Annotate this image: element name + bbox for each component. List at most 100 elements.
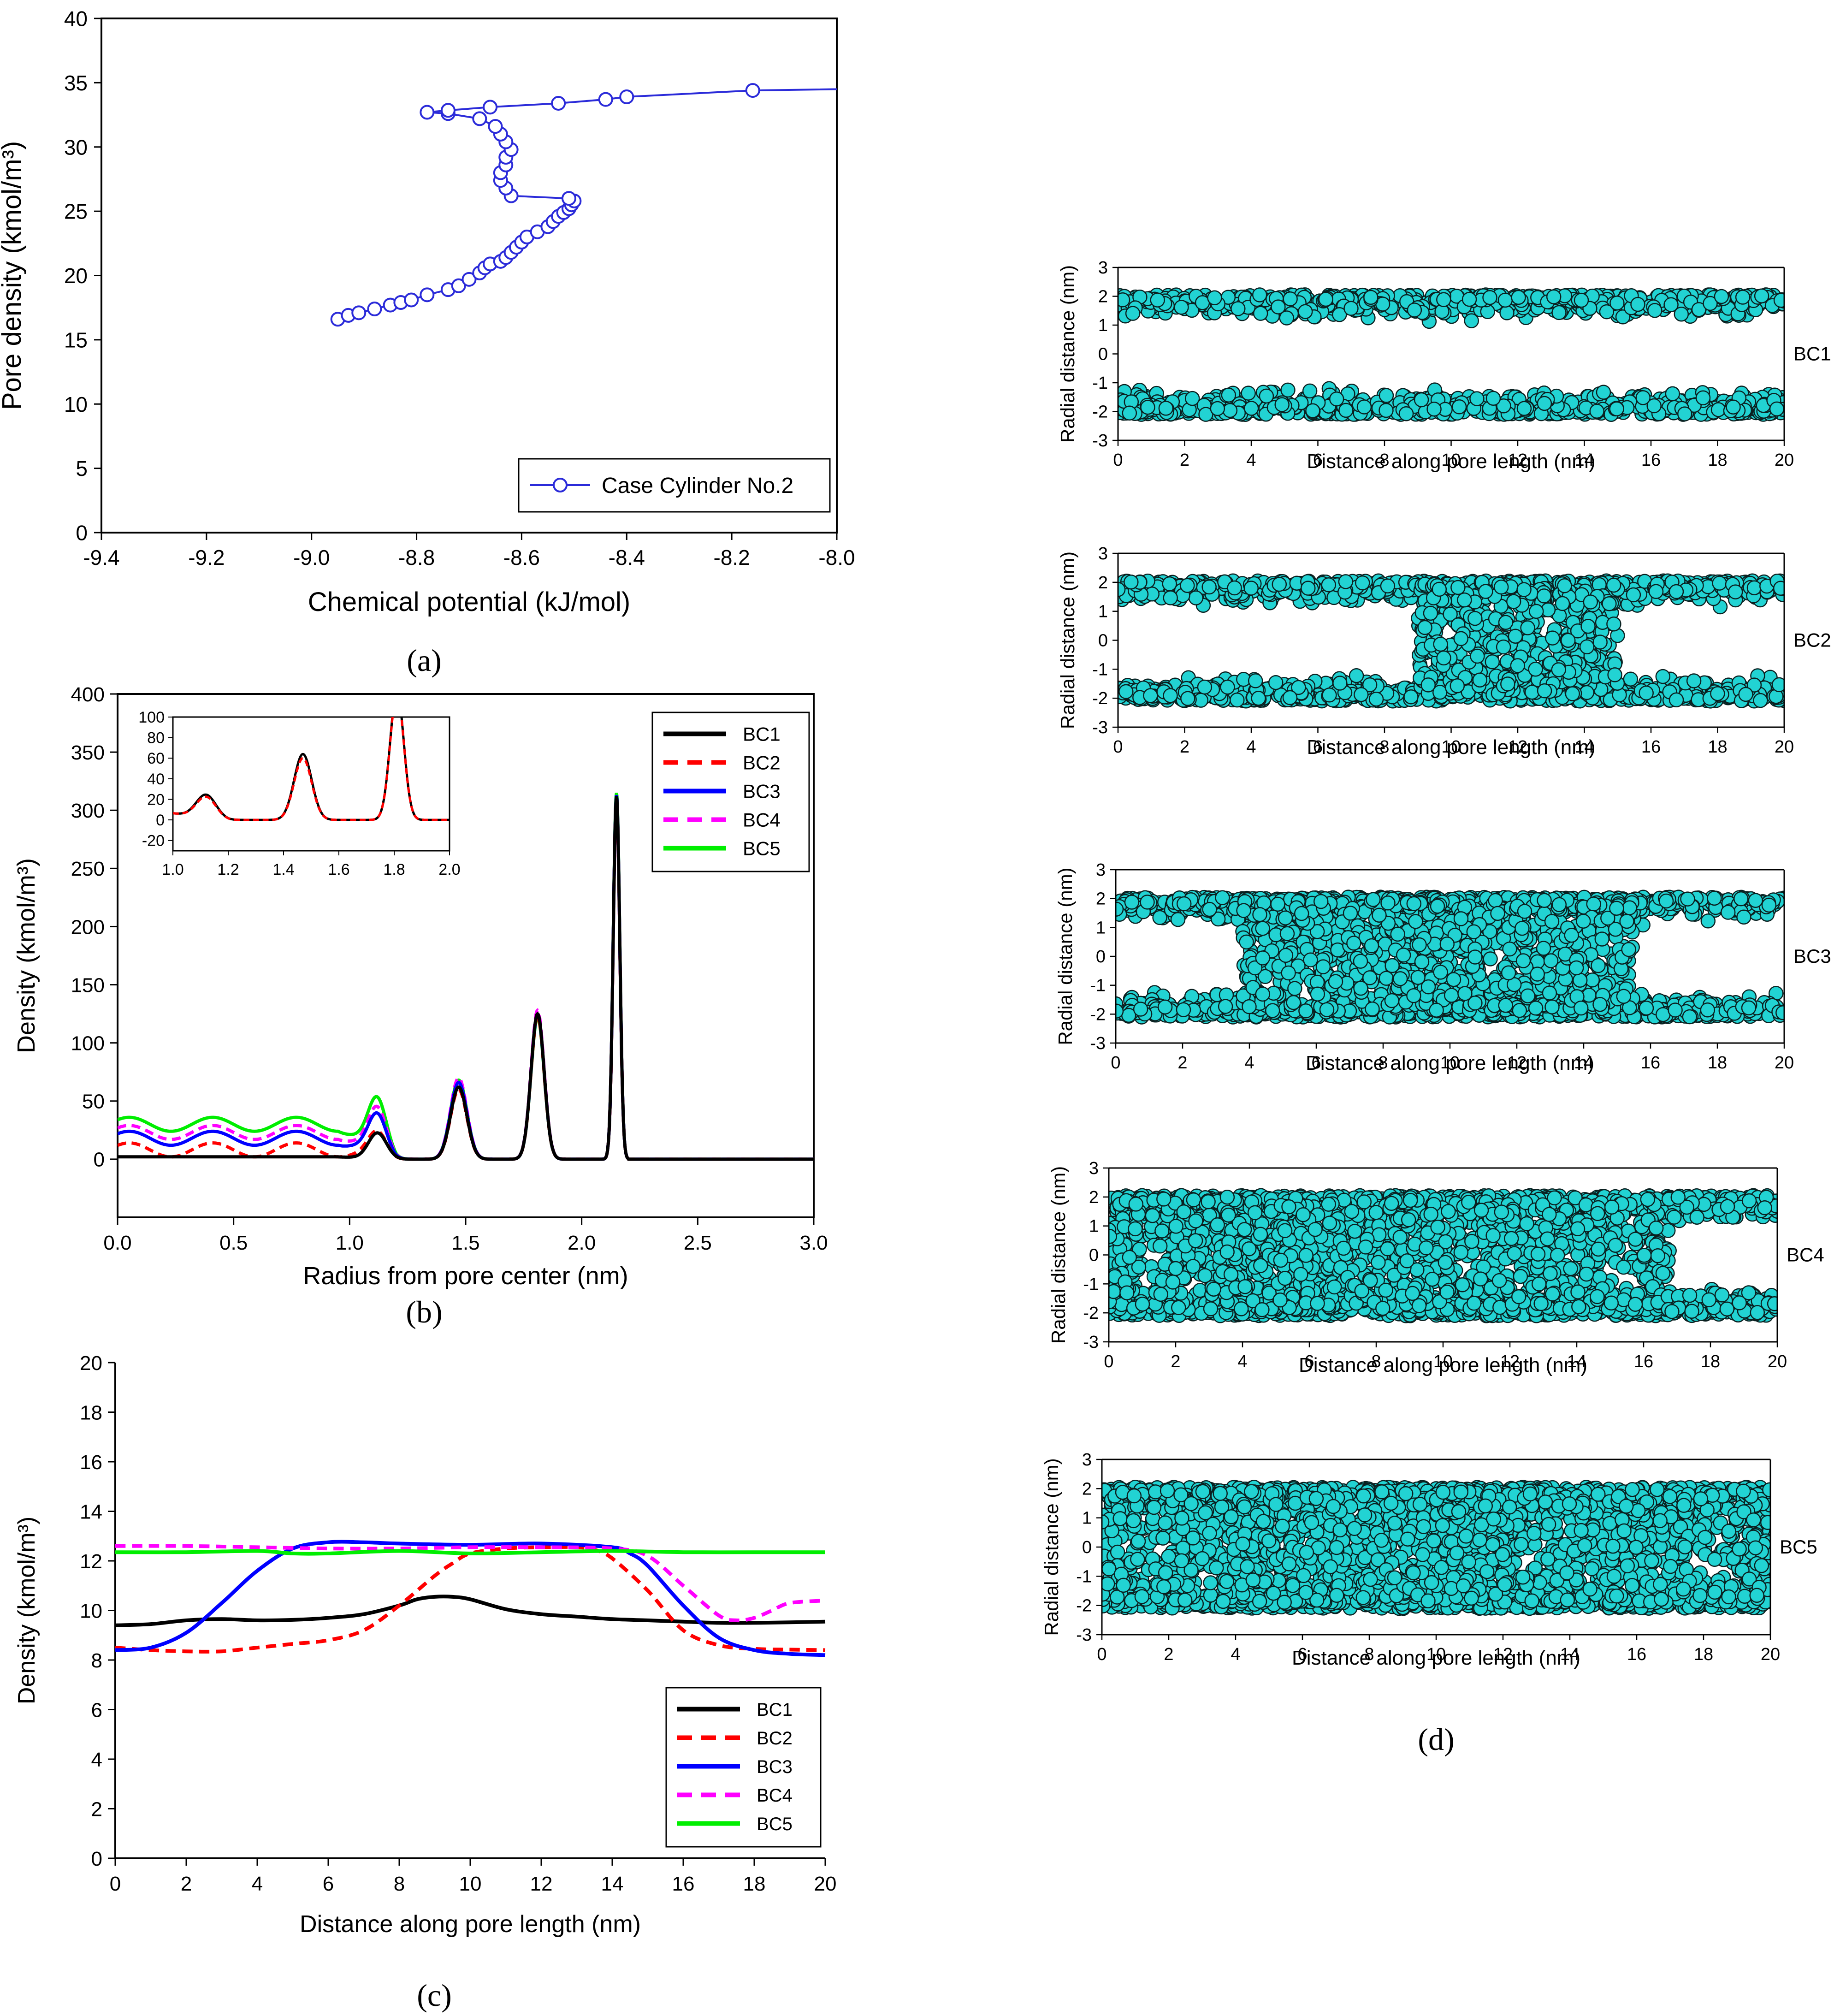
molecule <box>1574 292 1589 308</box>
molecule <box>1150 292 1165 308</box>
series-line-BC3 <box>115 1540 826 1657</box>
molecule <box>1635 390 1651 405</box>
x-tick-label: -9.0 <box>293 546 330 569</box>
molecule <box>1648 584 1664 599</box>
molecule <box>1626 587 1641 603</box>
molecule <box>1606 616 1621 632</box>
molecule <box>1338 574 1354 589</box>
legend-label: BC5 <box>757 1814 793 1834</box>
y-tick-label: 15 <box>64 328 88 352</box>
molecule <box>1379 403 1394 418</box>
molecule <box>1362 677 1378 693</box>
molecule <box>1259 388 1274 404</box>
molecule <box>1176 1002 1191 1018</box>
inset-x-tick-label: 1.0 <box>162 861 183 878</box>
molecule <box>1338 403 1354 418</box>
molecule <box>1282 690 1298 706</box>
y-tick-label: 150 <box>71 974 105 996</box>
molecule <box>1363 290 1379 305</box>
x-tick-label: 20 <box>814 1873 837 1895</box>
molecule <box>1551 305 1567 320</box>
molecule <box>1143 688 1158 703</box>
molecule <box>1682 1009 1698 1025</box>
x-tick-label: 3.0 <box>799 1232 828 1254</box>
molecule <box>1432 685 1448 700</box>
molecule <box>1230 692 1245 708</box>
molecule <box>1674 306 1689 322</box>
molecule <box>1753 693 1768 708</box>
molecule <box>1343 301 1359 316</box>
x-tick-label: 10 <box>459 1873 482 1895</box>
inset-y-tick-label: 100 <box>138 709 165 726</box>
x-tick-label: -8.8 <box>398 546 435 569</box>
legend-label: BC2 <box>743 752 781 774</box>
molecule <box>1272 576 1287 592</box>
molecule <box>1188 590 1204 605</box>
molecule <box>1639 1000 1654 1016</box>
x-tick-label: -8.6 <box>503 546 540 569</box>
molecule <box>1268 675 1284 690</box>
y-axis-label: Radial distance (nm) <box>1057 551 1078 729</box>
molecule <box>1461 291 1477 307</box>
x-tick-label: 2 <box>1180 451 1189 470</box>
molecule <box>1122 405 1137 421</box>
x-tick-label: 18 <box>743 1873 766 1895</box>
molecule <box>1630 296 1645 312</box>
molecule <box>1283 291 1298 307</box>
molecule <box>1668 584 1684 599</box>
y-tick-label: 200 <box>71 916 105 938</box>
molecule <box>1500 676 1515 692</box>
molecule <box>1707 890 1722 906</box>
molecule <box>1720 905 1736 920</box>
molecule <box>1691 302 1707 317</box>
molecule <box>1332 307 1347 322</box>
inset-y-tick-label: -20 <box>142 832 165 850</box>
molecule <box>1746 677 1762 693</box>
x-tick-label: 6 <box>1313 737 1323 757</box>
snapshot-label: BC1 <box>1793 343 1831 365</box>
series-line-BC1 <box>115 1595 826 1627</box>
data-point <box>551 95 566 111</box>
molecule <box>1162 576 1177 592</box>
molecule <box>1426 401 1442 417</box>
x-tick-label: 4 <box>252 1873 263 1895</box>
molecule <box>1761 897 1777 913</box>
y-tick-label: 20 <box>80 1352 102 1375</box>
x-tick-label: 16 <box>672 1873 695 1895</box>
molecule <box>1589 403 1604 419</box>
legend-marker <box>553 478 568 492</box>
y-tick-label: 8 <box>91 1649 102 1672</box>
data-point <box>404 292 419 308</box>
molecule <box>1516 401 1532 416</box>
data-point <box>561 191 576 206</box>
y-tick-label: -3 <box>1092 431 1108 451</box>
molecule <box>1241 385 1256 401</box>
inset-x-tick-label: 1.2 <box>217 861 239 878</box>
molecule <box>1469 391 1485 406</box>
molecule <box>1227 580 1242 596</box>
x-tick-label: 20 <box>1775 737 1794 757</box>
molecule <box>1271 299 1286 314</box>
y-axis-label: Density (kmol/m³) <box>12 858 40 1053</box>
molecule <box>1301 581 1316 596</box>
y-tick-label: 4 <box>91 1749 102 1771</box>
molecule <box>1482 290 1497 305</box>
x-axis-label: Distance along pore length (nm) <box>1307 736 1595 759</box>
molecule <box>1606 577 1621 593</box>
molecule <box>1329 391 1344 407</box>
y-tick-label: 300 <box>71 800 105 822</box>
legend-label: BC1 <box>743 723 781 745</box>
x-tick-label: 8 <box>394 1873 405 1895</box>
molecule <box>1218 999 1233 1014</box>
molecule <box>1380 578 1396 594</box>
molecule <box>1279 310 1294 326</box>
y-tick-label: 2 <box>1098 287 1108 307</box>
x-tick-label: 12 <box>530 1873 553 1895</box>
y-tick-label: -1 <box>1092 660 1108 679</box>
y-tick-label: 35 <box>64 71 88 95</box>
molecule <box>1467 611 1483 626</box>
molecule <box>1665 386 1680 402</box>
y-axis-label: Density (kmol/m³) <box>13 1517 40 1704</box>
x-tick-label: 0 <box>1113 737 1123 757</box>
